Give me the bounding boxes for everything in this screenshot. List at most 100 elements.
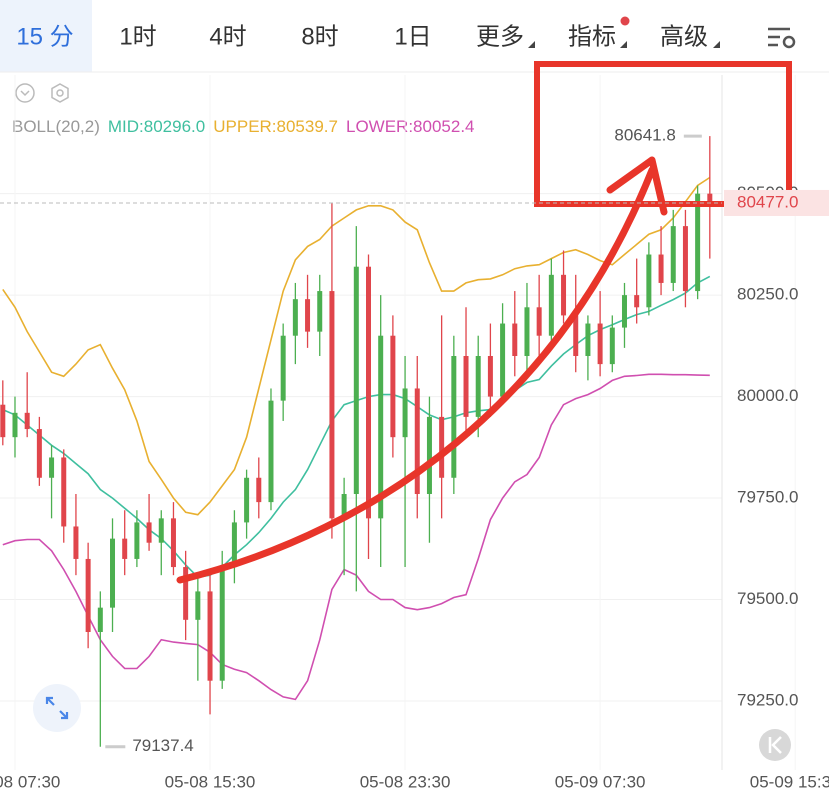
- candle-body: [305, 299, 311, 332]
- tab-label[interactable]: 指标: [568, 23, 616, 50]
- x-tick-label: 05-08 15:30: [165, 772, 256, 791]
- candle-body: [500, 323, 506, 397]
- candle-body: [597, 323, 603, 365]
- tab-label[interactable]: 高级: [660, 23, 708, 50]
- candle-body: [97, 607, 103, 632]
- dropdown-indicator: [620, 41, 627, 48]
- tab-label[interactable]: 8时: [301, 23, 338, 50]
- plot-area: [0, 136, 713, 747]
- candle-body: [134, 522, 140, 559]
- candle-body: [621, 295, 627, 328]
- candle-body: [658, 254, 664, 283]
- candle-body: [695, 193, 701, 292]
- notification-dot: [620, 16, 630, 26]
- candle-body: [353, 266, 359, 494]
- y-tick-label: 79500.0: [737, 589, 798, 608]
- candle-body: [61, 457, 67, 527]
- last-price-label: 80477.0: [737, 192, 798, 211]
- settings-icon[interactable]: [768, 27, 796, 49]
- y-tick-label: 80250.0: [737, 285, 798, 304]
- axes: 79250.079500.079750.080000.080250.080500…: [0, 183, 829, 791]
- candle-body: [110, 538, 116, 608]
- candle-body: [244, 477, 250, 523]
- tab-label[interactable]: 15 分: [16, 23, 73, 50]
- candle-body: [36, 429, 42, 478]
- x-tick-label: 05-08 07:30: [0, 772, 60, 791]
- y-tick-label: 80000.0: [737, 386, 798, 405]
- candle-body: [670, 226, 676, 283]
- y-tick-label: 79750.0: [737, 488, 798, 507]
- candle-body: [256, 477, 262, 503]
- candle-body: [183, 567, 189, 620]
- candle-body: [512, 323, 518, 356]
- tab-label[interactable]: 更多: [476, 23, 524, 50]
- min-label: 79137.4: [132, 736, 193, 755]
- candle-body: [158, 518, 164, 543]
- candle-body: [585, 323, 591, 356]
- x-tick-label: 05-09 15:30: [750, 772, 829, 791]
- candle-body: [426, 416, 432, 494]
- candle-body: [390, 335, 396, 438]
- candle-body: [402, 388, 408, 438]
- candle-body: [573, 315, 579, 356]
- candle-body: [487, 356, 493, 397]
- candle-body: [646, 254, 652, 308]
- legend-entry: MID:80296.0: [108, 117, 205, 136]
- kline-icon: [768, 736, 782, 754]
- candle-body: [122, 538, 128, 559]
- candle-body: [329, 291, 335, 519]
- candle-body: [536, 307, 542, 336]
- boll-line: [2, 176, 711, 516]
- candle-body: [146, 522, 152, 543]
- fullscreen-icon: [45, 696, 69, 720]
- candle-body: [49, 457, 55, 478]
- legend-entry: UPPER:80539.7: [213, 117, 338, 136]
- tab-bar: [0, 0, 829, 72]
- settings-hex-dot: [56, 89, 64, 97]
- candle-body: [707, 193, 713, 203]
- candle-body: [12, 412, 18, 438]
- x-tick-label: 05-09 07:30: [555, 772, 646, 791]
- kline-button[interactable]: [759, 729, 791, 761]
- last-price-box: [724, 189, 829, 216]
- y-tick-label: 79250.0: [737, 690, 798, 709]
- collapse-icon[interactable]: [15, 83, 35, 103]
- candle-body: [231, 522, 237, 568]
- settings-hex-icon[interactable]: [51, 83, 69, 103]
- indicator-legend: BOLL(20,2) MID:80296.0 UPPER:80539.7 LOWER:…: [12, 117, 475, 136]
- candle-body: [366, 266, 371, 519]
- candle-body: [73, 526, 79, 559]
- candle-body: [609, 327, 615, 365]
- dropdown-indicator: [528, 41, 535, 48]
- candle-body: [524, 307, 530, 356]
- candle-body: [219, 567, 225, 681]
- candle-body: [475, 356, 481, 417]
- legend-indicator: BOLL(20,2): [12, 117, 100, 136]
- candle-body: [292, 299, 298, 336]
- candle-body: [341, 494, 347, 519]
- dropdown-indicator: [713, 41, 720, 48]
- max-label: 80641.8: [614, 126, 675, 145]
- x-tick-label: 05-08 23:30: [360, 772, 451, 791]
- trend-arrow: [176, 166, 656, 584]
- grid: [0, 75, 796, 770]
- candle-body: [207, 591, 213, 681]
- fullscreen-button[interactable]: [33, 684, 81, 732]
- candle-body: [0, 404, 6, 438]
- candle-body: [317, 291, 323, 332]
- trend-arrow-head: [606, 156, 668, 216]
- tab-label[interactable]: 4时: [209, 23, 246, 50]
- tab-label[interactable]: 1时: [119, 23, 156, 50]
- tab-label[interactable]: 1日: [394, 23, 431, 50]
- candle-body: [414, 388, 420, 494]
- candle-body: [170, 518, 176, 568]
- candle-body: [268, 400, 274, 503]
- candle-body: [548, 274, 554, 336]
- collapse-chevron: [20, 90, 30, 97]
- candle-body: [561, 274, 567, 316]
- legend-entry: LOWER:80052.4: [346, 117, 475, 136]
- candle-body: [463, 356, 469, 417]
- candle-body: [439, 416, 445, 478]
